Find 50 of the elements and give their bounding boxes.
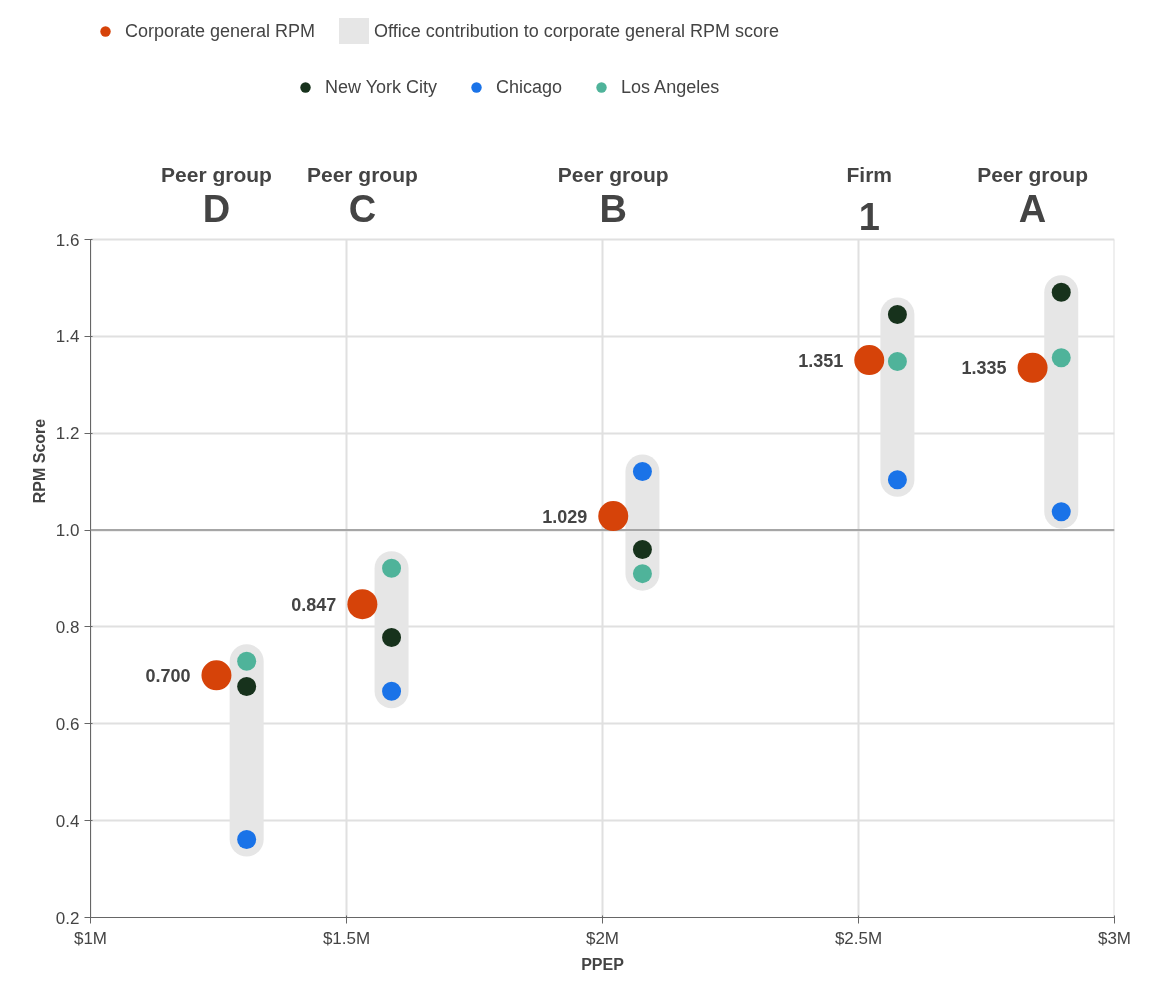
- point: [382, 558, 402, 578]
- text: Peer group D: [161, 162, 272, 230]
- point: [887, 470, 907, 490]
- y-tick-label: 1.2: [55, 424, 80, 444]
- text: Peer group B: [557, 162, 669, 230]
- point: [887, 305, 907, 325]
- legend-label: Chicago: [496, 76, 563, 98]
- text: Firm 1: [846, 162, 893, 238]
- legend-label: Corporate general RPM: [125, 20, 316, 42]
- x-tick-label: $3M: [1097, 928, 1132, 948]
- point: [237, 651, 257, 671]
- x-axis-title: PPEP: [581, 955, 625, 973]
- legend-label: Office contribution to corporate general RPM score: [374, 20, 779, 42]
- y-axis-title: RPM Score: [30, 418, 48, 504]
- point: [1051, 282, 1071, 302]
- x-tick-label: $1.5M: [322, 928, 371, 948]
- point: [887, 352, 907, 372]
- y-tick-label: 1.4: [55, 327, 80, 347]
- point: [632, 461, 652, 481]
- data-label: 0.700: [145, 665, 191, 686]
- y-tick-label: 0.4: [55, 811, 80, 831]
- point: [632, 564, 652, 584]
- y-tick-label: 0.2: [55, 908, 80, 928]
- point: [1051, 502, 1071, 522]
- point: [1051, 348, 1071, 368]
- y-tick-label: 0.6: [55, 714, 80, 734]
- y-tick-label: 1.6: [55, 230, 80, 250]
- point: [237, 830, 257, 850]
- point: [382, 681, 402, 701]
- point: [382, 628, 402, 648]
- point: [201, 660, 232, 691]
- point: [237, 677, 257, 696]
- data-label: 1.351: [798, 350, 844, 371]
- legend-label: Los Angeles: [621, 76, 720, 98]
- point: [1017, 352, 1048, 383]
- point: [854, 345, 885, 376]
- data-label: 1.029: [542, 506, 588, 527]
- data-label: 1.335: [961, 358, 1007, 379]
- y-tick-label: 0.8: [55, 617, 80, 637]
- point: [632, 539, 652, 559]
- x-tick-label: $2.5M: [834, 928, 883, 948]
- point: [598, 501, 629, 531]
- y-tick-label: 1.0: [55, 521, 80, 541]
- text: Peer group A: [977, 162, 1089, 230]
- x-tick-label: $2M: [585, 928, 620, 948]
- data-label: 0.847: [291, 594, 337, 615]
- point: [347, 589, 378, 620]
- text: Peer group C: [306, 162, 418, 230]
- x-tick-label: $1M: [73, 928, 108, 948]
- legend-label: New York City: [325, 76, 438, 98]
